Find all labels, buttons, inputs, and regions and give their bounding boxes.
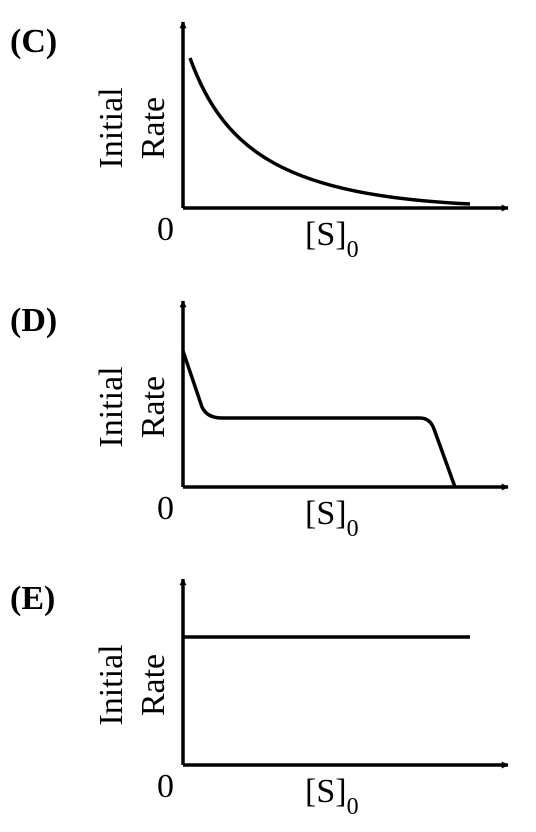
x-label-subscript: 0 — [347, 237, 359, 263]
y-label-line: Initial — [93, 644, 130, 725]
x-label: [S]0 — [305, 216, 359, 263]
y-label-line: Rate — [135, 654, 172, 716]
origin-label: 0 — [157, 490, 174, 527]
x-label-main: [S] — [305, 216, 347, 253]
y-label-line: Initial — [93, 366, 130, 447]
panel-label: (C) — [10, 23, 57, 60]
origin-label: 0 — [157, 211, 174, 248]
x-label-subscript: 0 — [347, 794, 359, 820]
panel-c: (C) Initial Rate 0 [S]0 — [10, 21, 509, 263]
x-label-subscript: 0 — [347, 516, 359, 542]
panel-d: (D) Initial Rate 0 [S]0 — [10, 300, 509, 542]
origin-label: 0 — [157, 768, 174, 805]
y-label-line: Rate — [135, 376, 172, 438]
y-label-line: Rate — [135, 97, 172, 159]
x-label-main: [S] — [305, 773, 347, 810]
x-label: [S]0 — [305, 495, 359, 542]
y-label-line: Initial — [93, 87, 130, 168]
panel-e: (E) Initial Rate 0 [S]0 — [10, 578, 509, 820]
panel-label: (E) — [10, 580, 55, 617]
curve — [188, 57, 471, 206]
x-label: [S]0 — [305, 773, 359, 820]
curve — [181, 350, 457, 488]
panel-label: (D) — [10, 302, 57, 339]
x-label-main: [S] — [305, 495, 347, 532]
